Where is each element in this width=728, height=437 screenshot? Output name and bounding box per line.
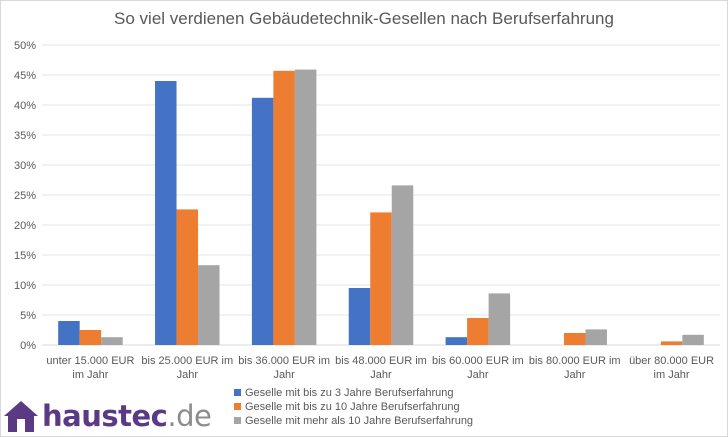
bar	[251, 97, 274, 345]
chart-title: So viel verdienen Gebäudetechnik-Geselle…	[114, 9, 614, 28]
haustec-logo: haustec.de	[2, 398, 212, 434]
bar	[660, 341, 683, 345]
y-tick-label: 10%	[14, 280, 36, 292]
legend-label: Geselle mit bis zu 3 Jahre Berufserfahru…	[245, 387, 454, 399]
y-tick-label: 15%	[14, 250, 36, 262]
bar	[585, 329, 607, 345]
y-tick-label: 20%	[14, 220, 36, 232]
logo-text-domain: .de	[167, 399, 212, 433]
bar	[488, 293, 511, 345]
legend-swatch	[234, 403, 241, 410]
x-tick-label: bis 36.000 EUR im Jahr	[238, 355, 330, 381]
y-tick-label: 0%	[20, 340, 36, 352]
y-tick-label: 30%	[14, 160, 36, 172]
bar	[682, 334, 704, 345]
logo-text-tec: tec	[118, 399, 168, 433]
y-tick-label: 50%	[14, 40, 36, 52]
bar	[273, 70, 295, 346]
logo-text-haus: haus	[42, 399, 119, 433]
bar	[391, 185, 414, 345]
bar	[58, 321, 80, 345]
y-tick-label: 40%	[14, 100, 36, 112]
bar	[467, 318, 489, 345]
bar	[445, 337, 468, 345]
x-tick-label: bis 25.000 EUR im Jahr	[141, 355, 233, 381]
bar	[348, 288, 371, 345]
legend-swatch	[234, 417, 241, 424]
x-tick-label: bis 60.000 EUR im Jahr	[432, 355, 524, 381]
bar	[294, 69, 317, 345]
y-tick-label: 45%	[14, 70, 36, 82]
bar	[155, 81, 177, 345]
bar	[101, 337, 123, 345]
x-tick-label: unter 15.000 EUR im Jahr	[46, 355, 134, 381]
x-tick-label: bis 80.000 EUR im Jahr	[529, 355, 621, 381]
x-tick-label: über 80.000 EUR im Jahr	[629, 355, 714, 381]
y-tick-label: 5%	[20, 310, 36, 322]
legend-label: Geselle mit mehr als 10 Jahre Berufserfa…	[245, 415, 473, 427]
y-tick-label: 25%	[14, 190, 36, 202]
house-icon	[4, 401, 38, 432]
legend-swatch	[234, 389, 241, 396]
bar	[176, 209, 199, 345]
bar	[79, 330, 102, 345]
legend-label: Geselle mit bis zu 10 Jahre Berufserfahr…	[245, 401, 460, 413]
bar	[198, 265, 220, 345]
bar	[563, 333, 586, 345]
x-tick-label: bis 48.000 EUR im Jahr	[335, 355, 427, 381]
y-tick-label: 35%	[14, 130, 36, 142]
bar	[370, 212, 392, 345]
